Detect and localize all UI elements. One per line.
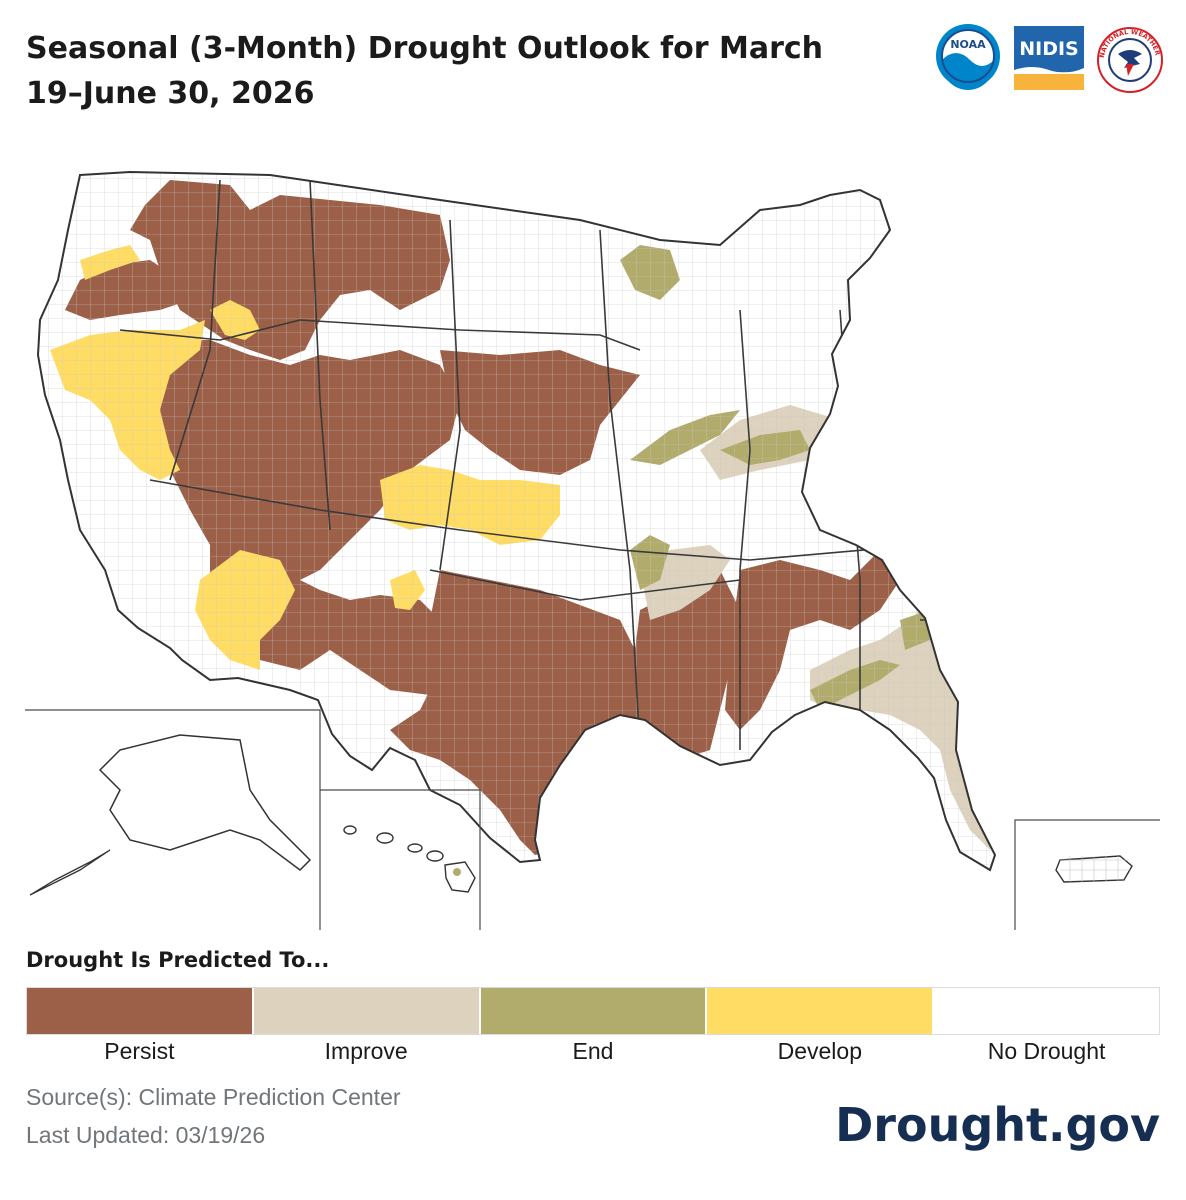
puerto-rico-inset	[1014, 819, 1160, 930]
legend-label-develop: Develop	[777, 1038, 862, 1064]
legend-color-bar	[26, 987, 1160, 1035]
alaska-inset	[25, 709, 321, 930]
noaa-logo: NOAA	[936, 24, 1000, 90]
legend-labels: Persist Improve End Develop No Drought	[26, 1038, 1160, 1065]
last-updated-text: Last Updated: 03/19/26	[26, 1122, 266, 1148]
legend-swatch-no-drought	[932, 988, 1159, 1034]
legend-label-improve: Improve	[324, 1038, 408, 1064]
legend-label-no-drought: No Drought	[987, 1038, 1106, 1064]
nidis-logo: NIDIS	[1014, 26, 1084, 90]
drought-outlook-map	[25, 171, 1160, 930]
drought-gov-logo: Drought.gov	[835, 1098, 1160, 1152]
legend-label-end: End	[572, 1038, 614, 1064]
legend-swatch-improve	[251, 988, 479, 1034]
source-text: Source(s): Climate Prediction Center	[26, 1084, 401, 1110]
svg-text:NOAA: NOAA	[950, 38, 986, 51]
legend-label-persist: Persist	[104, 1038, 175, 1064]
legend-swatch-persist	[27, 988, 252, 1034]
title-line-1: Seasonal (3-Month) Drought Outlook for M…	[26, 31, 824, 66]
legend-title: Drought Is Predicted To...	[26, 948, 330, 972]
map-title: Seasonal (3-Month) Drought Outlook for M…	[26, 26, 846, 116]
svg-text:NIDIS: NIDIS	[1019, 38, 1079, 60]
legend-swatch-end	[478, 988, 706, 1034]
hawaii-inset	[320, 789, 481, 930]
agency-logos: NOAA NIDIS NATIONAL WEATHER SERVICE	[934, 20, 1163, 93]
title-line-2: 19–June 30, 2026	[26, 76, 315, 111]
legend-swatch-develop	[705, 988, 933, 1034]
